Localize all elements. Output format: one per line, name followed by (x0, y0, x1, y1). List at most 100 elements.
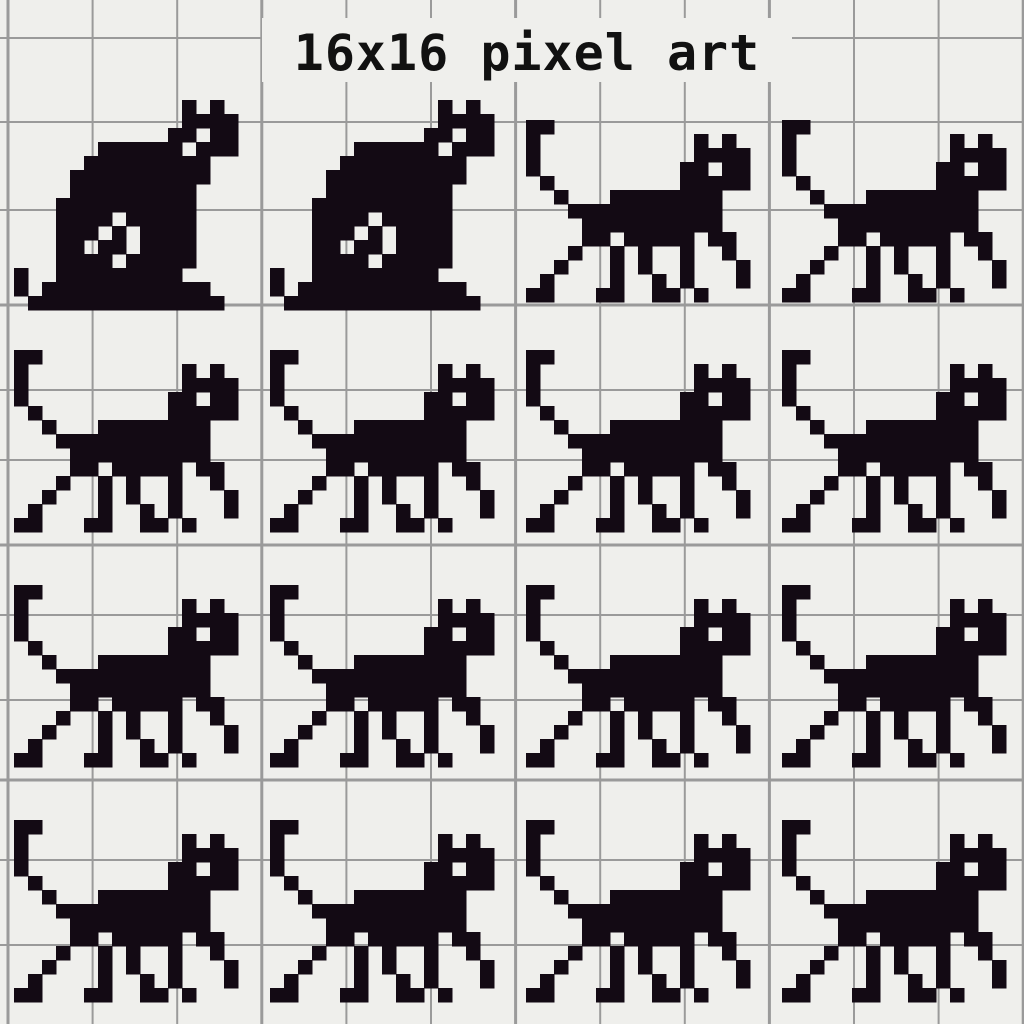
pixel (810, 725, 825, 740)
pixel (540, 988, 555, 1003)
pixel (666, 218, 681, 233)
pixel (610, 890, 625, 905)
pixel (978, 862, 993, 877)
pixel (210, 378, 225, 393)
pixel (610, 960, 625, 975)
pixel (452, 406, 467, 421)
pixel (610, 904, 625, 919)
pixel (964, 669, 979, 684)
pixel (56, 198, 71, 213)
pixel (908, 448, 923, 463)
pixel (168, 142, 183, 157)
pixel (526, 848, 541, 863)
pixel (410, 988, 425, 1003)
pixel (84, 753, 99, 768)
pixel (894, 725, 909, 740)
pixel (540, 504, 555, 519)
pixel (680, 946, 695, 961)
pixel (168, 198, 183, 213)
pixel (652, 683, 667, 698)
pixel (168, 254, 183, 269)
pixel (466, 128, 481, 143)
pixel (70, 434, 85, 449)
pixel (182, 114, 197, 129)
pixel (796, 504, 811, 519)
pixel (210, 142, 225, 157)
pixel (438, 170, 453, 185)
pixel (168, 960, 183, 975)
pixel (652, 932, 667, 947)
pixel (126, 918, 141, 933)
pixel (438, 434, 453, 449)
pixel (722, 834, 737, 849)
pixel (610, 946, 625, 961)
pixel (354, 254, 369, 269)
pixel (866, 960, 881, 975)
pixel (154, 462, 169, 477)
pixel (396, 753, 411, 768)
pixel (638, 434, 653, 449)
pixel (140, 156, 155, 171)
pixel (992, 504, 1007, 519)
pixel (424, 198, 439, 213)
pixel (624, 932, 639, 947)
pixel (354, 753, 369, 768)
pixel (978, 378, 993, 393)
pixel (168, 184, 183, 199)
pixel (70, 212, 85, 227)
pixel (736, 274, 751, 289)
pixel (182, 420, 197, 435)
pixel (354, 504, 369, 519)
pixel (866, 669, 881, 684)
pixel (680, 204, 695, 219)
pixel (582, 448, 597, 463)
cat-sprite (270, 585, 495, 768)
pixel (84, 296, 99, 311)
pixel (624, 904, 639, 919)
pixel (382, 669, 397, 684)
pixel (438, 613, 453, 628)
pixel (452, 904, 467, 919)
pixel (964, 462, 979, 477)
pixel (298, 655, 313, 670)
pixel (98, 142, 113, 157)
pixel (126, 212, 141, 227)
pixel (894, 669, 909, 684)
pixel (438, 641, 453, 656)
pixel (908, 462, 923, 477)
pixel (638, 260, 653, 275)
pixel (480, 848, 495, 863)
pixel (680, 274, 695, 289)
pixel (326, 683, 341, 698)
pixel (936, 490, 951, 505)
pixel (368, 669, 383, 684)
pixel (210, 876, 225, 891)
pixel (894, 232, 909, 247)
pixel (810, 960, 825, 975)
pixel (978, 627, 993, 642)
pixel (936, 448, 951, 463)
pixel (880, 190, 895, 205)
pixel (978, 876, 993, 891)
pixel (284, 876, 299, 891)
pixel (950, 890, 965, 905)
pixel (638, 476, 653, 491)
pixel (638, 190, 653, 205)
pixel (992, 613, 1007, 628)
cat-sprite (270, 100, 495, 311)
pixel (950, 641, 965, 656)
pixel (196, 156, 211, 171)
pixel (596, 932, 611, 947)
pixel (452, 378, 467, 393)
pixel (582, 462, 597, 477)
pixel (950, 176, 965, 191)
pixel (880, 434, 895, 449)
pixel (126, 890, 141, 905)
pixel (126, 296, 141, 311)
pixel (582, 204, 597, 219)
pixel (182, 753, 197, 768)
pixel (694, 420, 709, 435)
pixel (354, 890, 369, 905)
pixel (852, 918, 867, 933)
